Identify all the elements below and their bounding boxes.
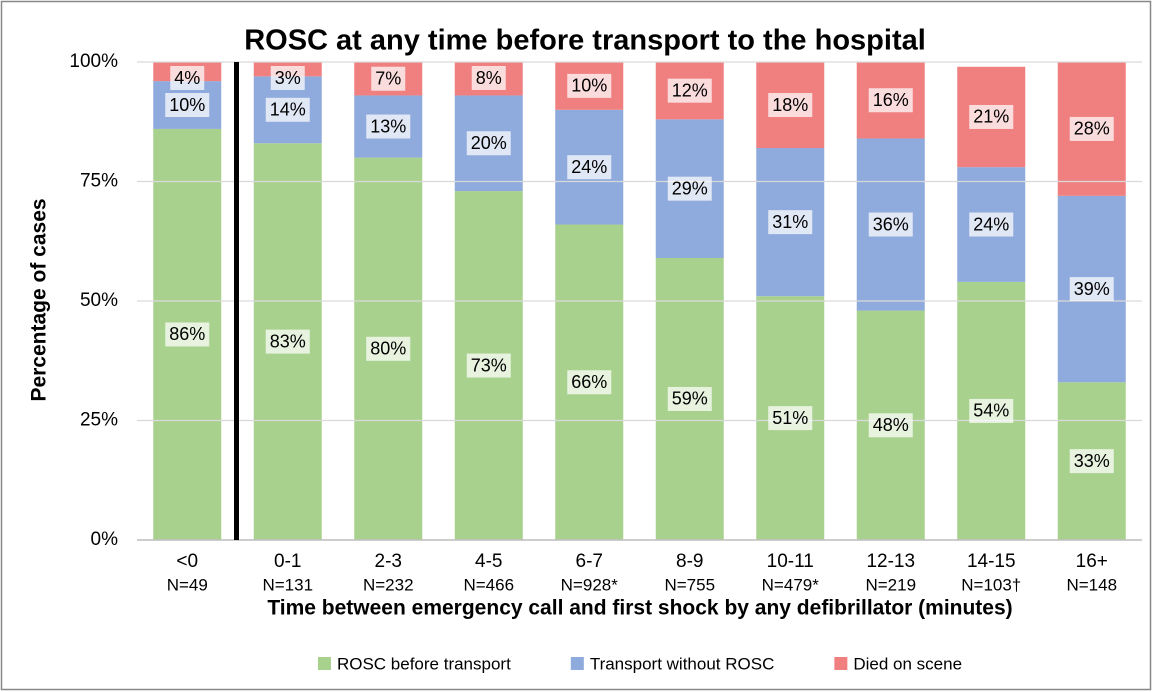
legend-label: Transport without ROSC [590, 654, 775, 673]
value-label-bg [165, 322, 210, 347]
value-label: 83% [270, 331, 306, 351]
value-label-bg [371, 66, 406, 91]
x-tick-count: N=232 [363, 575, 414, 594]
value-label-bg [366, 114, 411, 139]
y-tick-label: 100% [69, 51, 118, 72]
value-label-bg [567, 155, 612, 180]
legend-label: ROSC before transport [337, 654, 511, 673]
x-tick-count: N=755 [664, 575, 715, 594]
x-tick-count: N=219 [865, 575, 916, 594]
value-label: 14% [270, 100, 306, 120]
value-label-bg [265, 97, 310, 122]
x-tick-count: N=49 [167, 575, 208, 594]
value-label: 80% [370, 339, 406, 359]
value-label-bg [969, 212, 1014, 237]
y-tick-label: 25% [80, 410, 118, 431]
value-label: 29% [672, 178, 708, 198]
value-label-bg [868, 413, 913, 438]
value-label: 24% [973, 214, 1009, 234]
x-tick-count: N=103† [961, 575, 1021, 594]
x-tick-label: 0-1 [274, 551, 301, 572]
value-label-bg [466, 353, 511, 378]
value-label-bg [868, 212, 913, 237]
value-label-bg [667, 386, 712, 411]
value-label-bg [768, 93, 813, 118]
x-tick-label: 14-15 [967, 551, 1016, 572]
value-label-bg [471, 66, 506, 90]
x-tick-label: 6-7 [576, 551, 603, 572]
x-tick-count: N=479* [762, 575, 820, 594]
value-label: 20% [471, 133, 507, 153]
y-tick-label: 75% [80, 171, 118, 192]
value-label: 39% [1074, 279, 1110, 299]
x-tick-count: N=131 [262, 575, 313, 594]
value-label: 59% [672, 389, 708, 409]
value-label-bg [1069, 277, 1114, 302]
value-label-bg [466, 131, 511, 156]
x-tick-label: 8-9 [676, 551, 703, 572]
value-label: 12% [672, 80, 708, 100]
x-tick-label: <0 [176, 551, 198, 572]
value-label-bg [868, 88, 913, 113]
value-label-bg [170, 66, 205, 90]
value-label: 51% [772, 408, 808, 428]
value-label-bg [366, 336, 411, 361]
value-label-bg [165, 93, 210, 118]
legend-swatch [317, 657, 331, 670]
y-tick-label: 50% [80, 290, 118, 311]
value-label: 18% [772, 95, 808, 115]
value-label: 10% [571, 76, 607, 96]
value-label-bg [667, 176, 712, 201]
value-label: 66% [571, 372, 607, 392]
x-tick-label: 2-3 [375, 551, 402, 572]
value-label: 86% [169, 324, 205, 344]
value-label: 4% [174, 68, 200, 88]
x-tick-count: N=928* [561, 575, 619, 594]
value-label: 8% [476, 68, 502, 88]
value-label: 16% [873, 90, 909, 110]
value-label: 31% [772, 212, 808, 232]
value-label-bg [567, 73, 612, 98]
x-tick-label: 16+ [1076, 551, 1108, 572]
x-tick-label: 12-13 [866, 551, 915, 572]
value-label-bg [969, 398, 1014, 423]
value-label: 48% [873, 415, 909, 435]
x-tick-label: 10-11 [767, 551, 814, 572]
value-label-bg [969, 104, 1014, 129]
value-label: 21% [973, 107, 1009, 127]
value-label-bg [768, 210, 813, 235]
value-label: 3% [275, 68, 301, 88]
x-tick-count: N=466 [463, 575, 514, 594]
x-tick-count: N=148 [1066, 575, 1117, 594]
value-label: 33% [1074, 451, 1110, 471]
y-tick-label: 0% [91, 529, 119, 550]
legend-swatch [570, 657, 584, 670]
value-label-bg [270, 66, 305, 90]
chart-title: ROSC at any time before transport to the… [244, 25, 926, 57]
value-label: 28% [1074, 119, 1110, 139]
value-label: 54% [973, 401, 1009, 421]
x-axis-title: Time between emergency call and first sh… [267, 597, 1012, 620]
value-label: 36% [873, 214, 909, 234]
legend-swatch [834, 657, 848, 670]
value-label-bg [768, 406, 813, 431]
value-label: 13% [370, 116, 406, 136]
value-label-bg [1069, 449, 1114, 474]
y-axis-title: Percentage of cases [28, 198, 51, 401]
value-label-bg [265, 329, 310, 354]
value-label: 10% [169, 95, 205, 115]
value-label-bg [567, 370, 612, 395]
value-label: 73% [471, 355, 507, 375]
value-label-bg [667, 78, 712, 103]
x-tick-label: 4-5 [475, 551, 502, 572]
value-label: 7% [375, 68, 401, 88]
value-label: 24% [571, 157, 607, 177]
value-label-bg [1069, 116, 1114, 141]
legend-label: Died on scene [853, 654, 962, 673]
